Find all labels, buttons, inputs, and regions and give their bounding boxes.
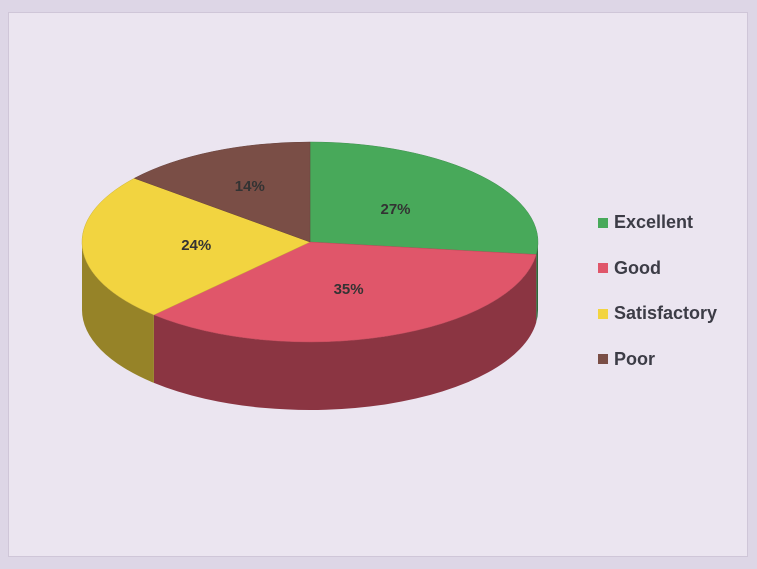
data-label-poor: 14% [235,178,265,195]
legend-label-satisfactory: Satisfactory [614,303,718,324]
pie-slice-excellent [309,141,539,255]
legend-item-satisfactory: Satisfactory [598,291,717,337]
pie-side-satisfactory [82,242,154,383]
legend-swatch-good [598,263,608,274]
legend-label-excellent: Excellent [614,212,694,233]
legend-label-poor: Poor [614,348,656,369]
legend-swatch-excellent [598,217,608,228]
legend-swatch-satisfactory [598,308,608,319]
legend-label-good: Good [614,257,661,278]
legend-item-good: Good [598,246,717,292]
data-label-excellent: 27% [380,201,410,218]
legend-swatch-poor [598,354,608,365]
pie-slice-good [153,241,537,343]
pie-side-good [153,254,537,410]
legend-item-poor: Poor [598,337,717,383]
legend-item-excellent: Excellent [598,200,717,246]
legend: Excellent Good Satisfactory Poor [598,200,717,382]
pie-slice-satisfactory [81,177,311,316]
data-label-satisfactory: 24% [181,237,211,254]
pie-slice-poor [133,141,311,243]
pie-side-excellent [536,242,538,323]
data-label-good: 35% [334,281,364,298]
